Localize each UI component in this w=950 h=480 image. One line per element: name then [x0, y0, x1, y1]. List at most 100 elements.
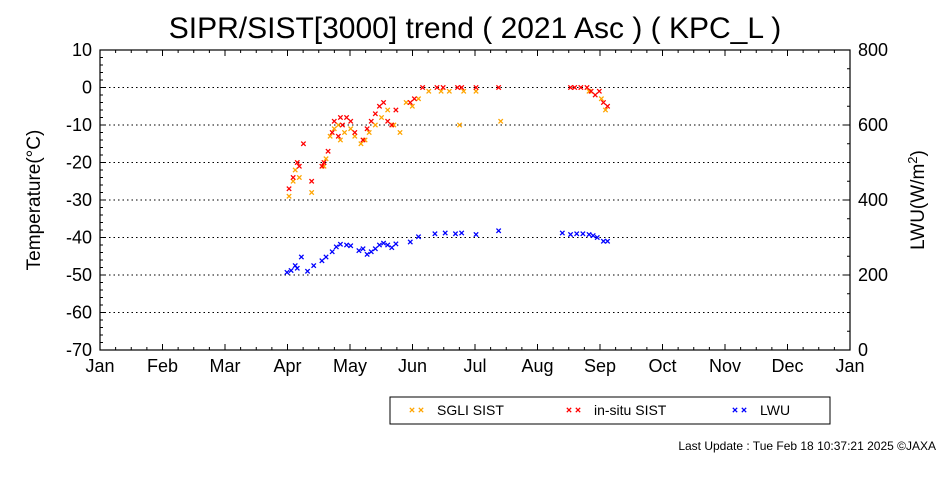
x-tick-label: Jul	[463, 356, 486, 376]
y-tick-label: -20	[66, 153, 92, 173]
data-point	[415, 234, 422, 240]
x-tick-label: Feb	[147, 356, 178, 376]
data-point	[385, 107, 391, 113]
data-point	[294, 265, 300, 271]
data-point	[290, 174, 296, 181]
y-tick-label: -50	[66, 265, 92, 285]
data-point	[323, 254, 329, 260]
data-point	[319, 163, 325, 169]
data-point	[348, 126, 354, 132]
data-point	[284, 269, 290, 276]
x-tick-label: Sep	[584, 356, 616, 376]
data-point	[372, 122, 379, 128]
data-point	[389, 244, 395, 251]
data-point	[559, 230, 565, 236]
data-point	[358, 141, 364, 147]
data-point	[380, 240, 387, 246]
data-point	[446, 88, 452, 94]
y2-tick-label: 0	[858, 340, 868, 360]
data-point	[325, 148, 331, 154]
data-point	[407, 99, 413, 106]
data-point	[409, 103, 415, 109]
y2-tick-label: 400	[858, 190, 888, 210]
data-point	[337, 114, 344, 121]
data-points	[284, 84, 611, 276]
data-point	[438, 88, 444, 94]
legend: SGLI SIST in-situ SIST LWU	[389, 396, 831, 425]
y-tick-label: 0	[82, 78, 92, 98]
y-tick-label: -70	[66, 340, 92, 360]
data-point	[296, 163, 302, 169]
data-point	[456, 122, 463, 128]
data-point	[376, 103, 383, 109]
chart-title: SIPR/SIST[3000] trend ( 2021 Asc ) ( KPC…	[169, 12, 782, 45]
data-point	[372, 246, 379, 252]
data-point	[380, 99, 387, 106]
legend-label: in-situ SIST	[594, 402, 667, 418]
data-point	[604, 103, 611, 109]
data-point	[571, 84, 578, 91]
data-point	[368, 249, 374, 255]
x-tick-label: Oct	[648, 356, 676, 376]
data-point	[329, 129, 335, 136]
data-point	[596, 88, 602, 94]
data-point	[440, 84, 446, 91]
data-point	[419, 84, 426, 91]
data-point	[331, 126, 337, 132]
data-point	[411, 96, 418, 102]
series-in-situ-sist	[286, 84, 611, 192]
y-axis-label: Temperature(°C)	[24, 130, 45, 271]
data-point	[584, 84, 590, 91]
data-point	[337, 241, 344, 247]
data-point	[376, 242, 383, 248]
y-tick-label: -60	[66, 303, 92, 323]
data-point	[473, 231, 479, 238]
data-point	[407, 239, 413, 245]
data-point	[348, 243, 354, 249]
data-point	[333, 244, 339, 250]
data-point	[308, 178, 315, 184]
data-point	[461, 88, 467, 94]
data-point	[308, 189, 315, 196]
data-point	[454, 84, 461, 91]
y-tick-label: 10	[72, 40, 92, 60]
y2-axis-label: LWU(W/m2)	[905, 150, 929, 250]
data-point	[372, 111, 379, 117]
x-tick-label: Jan	[835, 356, 864, 376]
data-point	[343, 114, 350, 121]
data-point	[286, 193, 292, 199]
data-point	[360, 137, 366, 143]
data-point	[329, 249, 335, 255]
legend-label: SGLI SIST	[437, 402, 504, 418]
data-point	[586, 231, 592, 238]
x-tick-label: Nov	[709, 356, 741, 376]
data-point	[495, 84, 502, 91]
y-axis-temperature: 10 0 -10 -20 -30 -40 -50 -60 -70	[66, 40, 106, 360]
data-point	[327, 133, 333, 139]
data-point	[389, 122, 395, 128]
y2-tick-label: 800	[858, 40, 888, 60]
data-point	[288, 267, 294, 274]
y-tick-label: -30	[66, 190, 92, 210]
data-point	[385, 118, 391, 124]
data-point	[458, 84, 465, 91]
data-point	[602, 107, 609, 113]
data-point	[304, 268, 311, 274]
legend-marker	[566, 407, 572, 413]
data-point	[567, 84, 574, 91]
data-point	[286, 186, 292, 192]
data-point	[331, 118, 337, 124]
data-point	[385, 242, 391, 248]
legend-box	[389, 396, 831, 425]
data-point	[337, 137, 344, 143]
data-point	[364, 126, 370, 132]
x-tick-label: Apr	[273, 356, 301, 376]
data-point	[378, 114, 385, 121]
data-point	[364, 251, 370, 258]
x-tick-label: Mar	[210, 356, 241, 376]
data-point	[458, 230, 465, 236]
x-tick-label: May	[333, 356, 367, 376]
x-tick-label: Jan	[85, 356, 114, 376]
series-lwu	[284, 228, 611, 276]
